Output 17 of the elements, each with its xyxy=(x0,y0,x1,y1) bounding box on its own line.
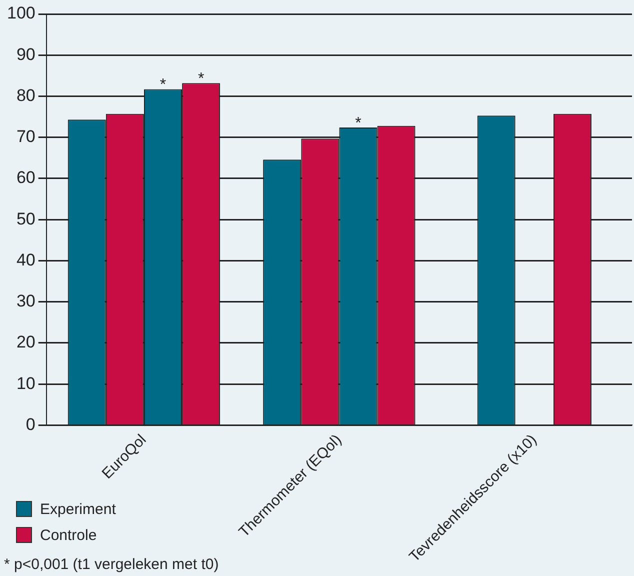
y-tick-label: 10 xyxy=(16,374,36,393)
text: * p<0,001 (t1 vergeleken met t0) xyxy=(4,556,219,573)
y-tick-label: 40 xyxy=(16,250,36,270)
y-tick-label: 90 xyxy=(16,44,36,64)
legend-label: Experiment xyxy=(40,500,116,518)
y-tick-label: 100 xyxy=(6,4,36,23)
y-tick-label: 60 xyxy=(16,168,36,188)
data-label: * xyxy=(198,70,204,88)
y-tick-label: 70 xyxy=(16,127,36,146)
y-tick-label: 20 xyxy=(16,332,36,352)
data-label: * xyxy=(355,114,362,132)
data-label: * xyxy=(160,76,166,94)
legend-label: Controle xyxy=(40,526,97,544)
y-tick-label: 0 xyxy=(26,414,36,434)
y-tick-label: 30 xyxy=(16,292,36,311)
y-tick-label: 50 xyxy=(16,209,36,228)
y-tick-label: 80 xyxy=(16,86,36,105)
